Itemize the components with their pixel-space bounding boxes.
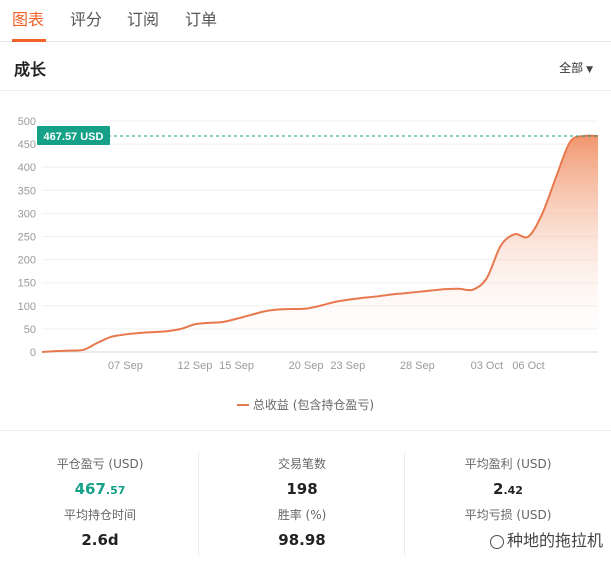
stat-label: 交易笔数 (277, 457, 326, 471)
chart-legend[interactable]: 总收益 (包含持仓盈亏) (0, 396, 611, 413)
stat-value-dec: .57 (105, 484, 126, 497)
tab-orders[interactable]: 订单 (185, 10, 218, 29)
stat-trades: 交易笔数 198 (202, 455, 402, 498)
stat-closed-pnl: 平仓盈亏 (USD) 467.57 (0, 455, 200, 498)
stat-value: 98.98 (278, 531, 326, 549)
stat-avg-hold: 平均持仓时间 2.6d (0, 506, 200, 549)
stat-winrate: 胜率 (%) 98.98 (202, 506, 402, 549)
y-tick-label: 350 (18, 185, 36, 197)
y-tick-label: 200 (18, 255, 36, 267)
x-tick-label: 28 Sep (400, 360, 435, 372)
tab-chart[interactable]: 图表 (12, 10, 45, 29)
stat-value: 2.42 (408, 480, 608, 498)
stat-value-int: 467 (74, 480, 106, 498)
x-tick-label: 03 Oct (471, 360, 503, 372)
y-tick-label: 150 (18, 278, 36, 290)
divider (0, 90, 611, 91)
tab-rating[interactable]: 评分 (70, 10, 103, 29)
active-tab-indicator (12, 39, 46, 42)
legend-label: 总收益 (包含持仓盈亏) (252, 398, 375, 412)
column-divider (404, 452, 405, 556)
stat-label: 平均盈利 (USD) (464, 457, 552, 471)
x-tick-label: 15 Sep (219, 360, 254, 372)
y-tick-label: 300 (18, 208, 36, 220)
y-tick-label: 500 (18, 116, 36, 128)
current-value-badge: 467.57 USD (37, 125, 110, 145)
stat-label: 平仓盈亏 (USD) (56, 457, 144, 471)
legend-swatch (236, 403, 249, 406)
stat-label: 平均亏损 (USD) (464, 508, 552, 522)
tab-bar: 图表 评分 订阅 订单 (0, 0, 611, 42)
x-tick-label: 07 Sep (108, 360, 143, 372)
watermark-text: 种地的拖拉机 (506, 531, 603, 550)
tab-subscription[interactable]: 订阅 (127, 10, 160, 29)
watermark: 种地的拖拉机 (489, 527, 603, 551)
stat-label: 平均持仓时间 (63, 508, 136, 522)
stat-value: 467.57 (0, 480, 200, 498)
y-tick-label: 250 (18, 232, 36, 244)
y-tick-label: 50 (24, 324, 36, 336)
series-area (42, 135, 598, 352)
stat-value-dec: .42 (503, 484, 523, 497)
x-tick-label: 12 Sep (177, 360, 212, 372)
stat-label: 胜率 (%) (277, 508, 327, 522)
current-value-badge-box (37, 125, 110, 145)
y-tick-label: 0 (30, 347, 36, 359)
column-divider (198, 452, 199, 556)
y-tick-label: 450 (18, 139, 36, 151)
stat-avg-profit: 平均盈利 (USD) 2.42 (408, 455, 608, 498)
stat-value: 2.6d (81, 531, 119, 549)
y-tick-label: 100 (18, 301, 36, 313)
x-axis: 07 Sep 12 Sep 15 Sep 20 Sep 23 Sep 28 Sep 03 O… (108, 360, 545, 372)
range-filter-dropdown[interactable]: 全部 ▼ (559, 59, 593, 76)
wechat-icon (489, 534, 504, 549)
stat-value-int: 2 (493, 480, 504, 498)
stat-avg-loss: 平均亏损 (USD) (408, 506, 608, 523)
range-filter-label: 全部 (559, 61, 584, 75)
current-value-label: 467.57 USD (44, 131, 104, 143)
stat-value: 198 (286, 480, 318, 498)
caret-down-icon: ▼ (586, 65, 593, 75)
x-tick-label: 23 Sep (330, 360, 365, 372)
series-line (41, 134, 599, 353)
divider (0, 430, 611, 431)
y-tick-label: 400 (18, 162, 36, 174)
x-tick-label: 20 Sep (289, 360, 324, 372)
section-title: 成长 (14, 60, 47, 79)
x-tick-label: 06 Oct (512, 360, 544, 372)
